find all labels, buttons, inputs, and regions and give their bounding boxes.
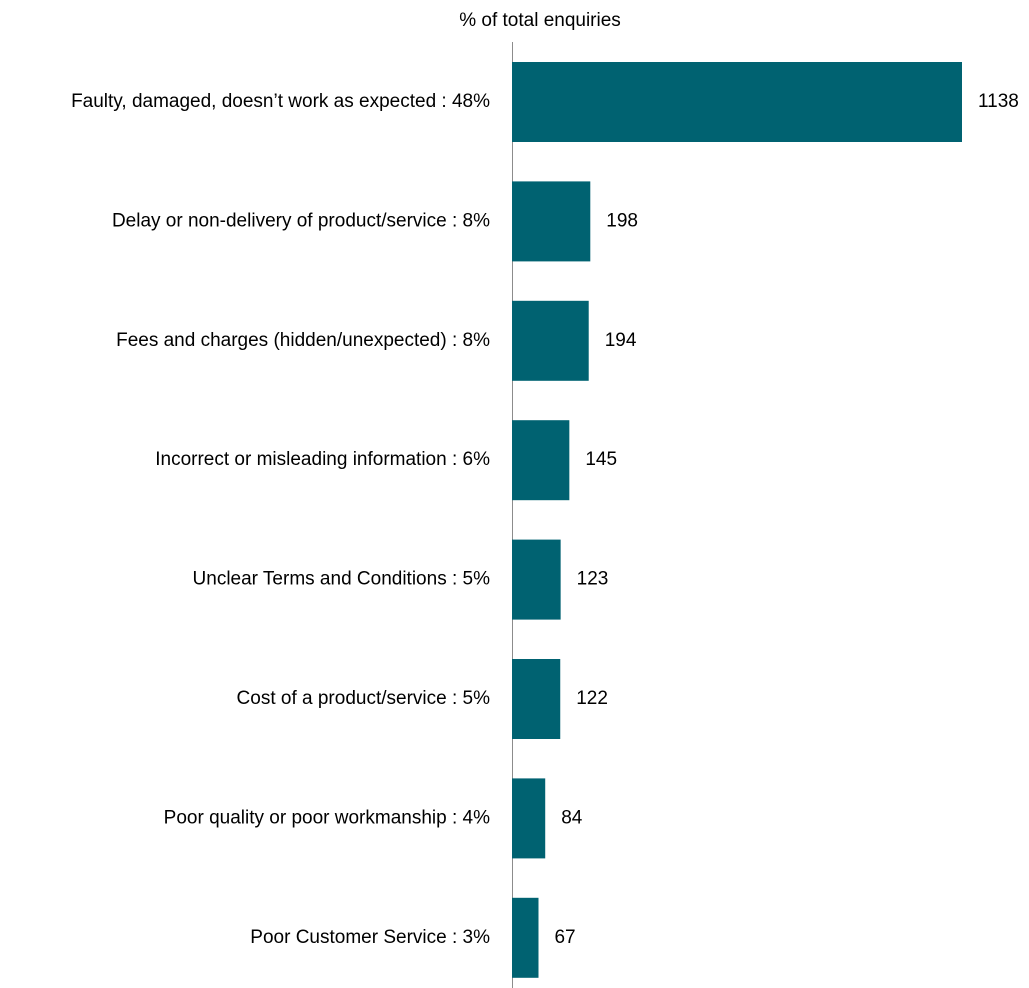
category-label: Incorrect or misleading information : 6% bbox=[155, 449, 490, 470]
category-label: Unclear Terms and Conditions : 5% bbox=[193, 569, 491, 590]
category-label: Cost of a product/service : 5% bbox=[237, 688, 491, 709]
data-label: 84 bbox=[561, 807, 583, 828]
data-label: 145 bbox=[585, 449, 617, 470]
bar bbox=[512, 62, 962, 142]
chart-title: % of total enquiries bbox=[459, 10, 621, 31]
bar bbox=[512, 897, 539, 978]
category-label: Delay or non-delivery of product/service… bbox=[112, 210, 490, 231]
data-label: 198 bbox=[606, 210, 638, 231]
category-label: Poor quality or poor workmanship : 4% bbox=[164, 807, 490, 828]
category-label: Fees and charges (hidden/unexpected) : 8… bbox=[116, 330, 490, 351]
category-label: Poor Customer Service : 3% bbox=[250, 927, 490, 948]
data-label: 122 bbox=[576, 688, 608, 709]
bar bbox=[512, 659, 561, 739]
bar bbox=[512, 420, 570, 501]
bar bbox=[512, 181, 591, 262]
data-label: 1138 bbox=[978, 91, 1019, 112]
data-label: 194 bbox=[605, 330, 637, 351]
category-label: Faulty, damaged, doesn’t work as expecte… bbox=[71, 91, 490, 112]
bar bbox=[512, 778, 546, 859]
data-label: 67 bbox=[554, 927, 575, 948]
bar bbox=[512, 300, 589, 381]
bar bbox=[512, 539, 561, 620]
data-label: 123 bbox=[577, 569, 609, 590]
